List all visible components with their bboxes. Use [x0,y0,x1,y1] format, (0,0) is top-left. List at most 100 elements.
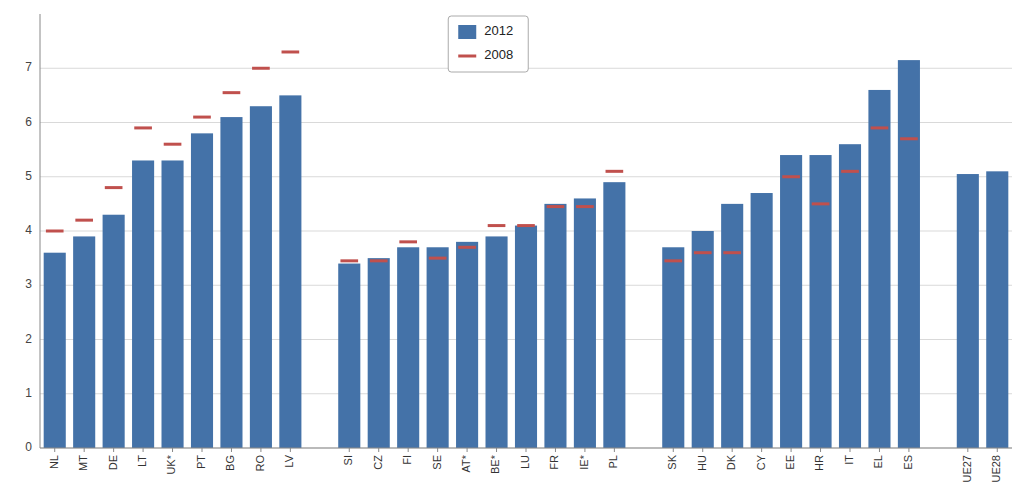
bar [397,247,419,448]
bar [544,204,566,448]
legend-label: 2012 [484,23,513,38]
x-tick-label: EE [784,455,796,470]
x-tick-label: DE [107,455,119,470]
x-tick-label: HU [696,455,708,471]
y-tick-label: 7 [25,60,32,74]
x-tick-label: SI [342,455,354,465]
bar [279,95,301,448]
bar [132,160,154,448]
x-tick [908,448,909,452]
x-tick-label: LV [283,454,295,467]
x-tick [84,448,85,452]
x-tick [496,448,497,452]
x-tick-label: UE27 [961,455,973,483]
x-tick [378,448,379,452]
chart-svg: 01234567NLMTDELTUK*PTBGROLVSICZFISEAT*BE… [0,0,1024,500]
y-tick-label: 6 [25,115,32,129]
bar [957,174,979,448]
x-tick-label: IE* [578,454,590,469]
dash [694,251,712,254]
bar [721,204,743,448]
dash [664,259,682,262]
x-tick-label: PL [607,455,619,468]
x-tick [820,448,821,452]
y-tick-label: 5 [25,169,32,183]
y-axis: 01234567 [25,14,40,454]
x-tick [172,448,173,452]
x-tick [467,448,468,452]
x-tick-label: EL [872,455,884,468]
x-tick-label: DK [725,454,737,470]
y-tick-label: 0 [25,440,32,454]
x-tick-label: BE* [489,454,501,474]
x-tick-label: FR [548,455,560,470]
x-tick-label: ES [902,455,914,470]
x-tick [614,448,615,452]
legend-swatch [458,55,476,58]
bar [898,60,920,448]
bar [103,215,125,448]
x-tick [437,448,438,452]
bar [839,144,861,448]
x-tick [526,448,527,452]
dash [429,257,447,260]
x-tick-label: CZ [372,455,384,470]
dash [841,170,859,173]
x-tick-label: LT [136,455,148,467]
grid [40,68,1012,448]
dash [458,246,476,249]
dash [547,205,565,208]
dash [164,143,182,146]
x-tick [732,448,733,452]
dash [134,126,152,129]
x-tick [997,448,998,452]
x-tick-label: PT [195,455,207,469]
x-tick-label: UK* [165,454,177,474]
bar [338,264,360,448]
bar [427,247,449,448]
bar [486,236,508,448]
dash [370,259,388,262]
bar [692,231,714,448]
dash [105,186,123,189]
dash [223,91,241,94]
bar [751,193,773,448]
dash [517,224,535,227]
x-tick [260,448,261,452]
dash [812,202,830,205]
bar [986,171,1008,448]
bar [780,155,802,448]
legend-swatch [458,25,476,39]
x-tick-label: SK [666,454,678,469]
legend: 20122008 [448,16,528,72]
x-tick [113,448,114,452]
x-tick [54,448,55,452]
x-tick-label: BG [224,455,236,471]
bar [73,236,95,448]
y-tick-label: 2 [25,332,32,346]
x-tick-label: SE [431,455,443,470]
dash [193,116,211,119]
bar [574,198,596,448]
x-tick [349,448,350,452]
dash [576,205,594,208]
dash [606,170,624,173]
dash [399,240,417,243]
x-tick [791,448,792,452]
dash [900,137,918,140]
x-tick-label: LU [519,455,531,469]
bar [456,242,478,448]
x-tick [761,448,762,452]
y-tick-label: 3 [25,277,32,291]
x-tick [850,448,851,452]
x-tick [408,448,409,452]
bar [162,160,184,448]
x-tick [879,448,880,452]
series-1 [46,52,918,261]
marks [44,52,1009,448]
x-tick-label: MT [77,455,89,471]
bar [368,258,390,448]
x-tick-label: FI [401,455,413,465]
bar [603,182,625,448]
dash [252,67,270,70]
